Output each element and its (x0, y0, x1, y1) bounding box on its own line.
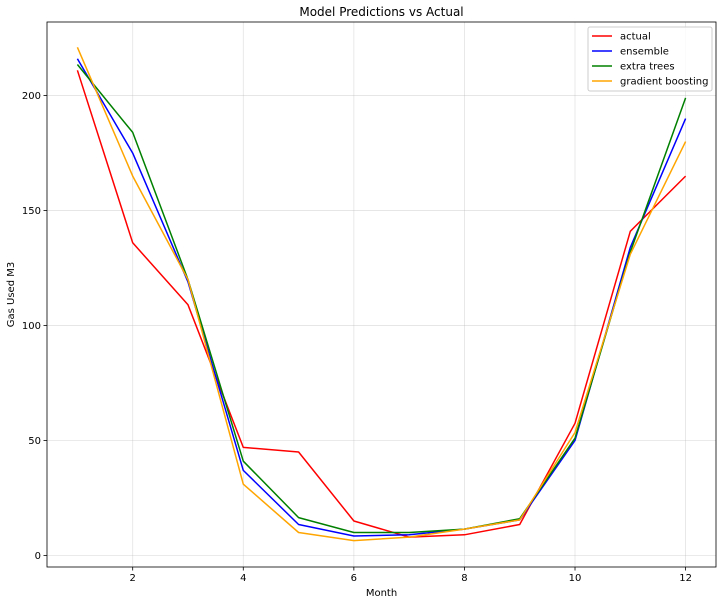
grid-lines (47, 22, 716, 567)
legend-label: gradient boosting (620, 77, 708, 88)
x-tick-label: 4 (240, 573, 246, 584)
plot-frame (46, 21, 717, 568)
series-lines (76, 47, 687, 542)
series-line-ensemble (76, 58, 687, 537)
series-line-extra-trees (76, 64, 687, 534)
x-tick-label: 10 (569, 573, 582, 584)
chart-title: Model Predictions vs Actual (299, 5, 463, 19)
y-tick-label: 100 (22, 321, 41, 332)
x-tick-label: 8 (461, 573, 467, 584)
legend: actual ensemble extra trees gradient boosti… (587, 26, 713, 92)
y-tick-label: 0 (35, 551, 41, 562)
x-tick-label: 12 (679, 573, 692, 584)
y-tick-label: 150 (22, 206, 41, 217)
y-axis-title: Gas Used M3 (6, 262, 17, 327)
legend-box (587, 26, 713, 92)
axis-ticks: 2 4 6 8 10 12 0 50 100 150 200 (22, 91, 692, 584)
y-tick-label: 200 (22, 91, 41, 102)
x-tick-label: 6 (351, 573, 357, 584)
series-line-gradient-boosting (76, 47, 687, 542)
x-axis-title: Month (366, 588, 397, 599)
x-tick-label: 2 (130, 573, 136, 584)
y-tick-label: 50 (28, 436, 41, 447)
legend-label: extra trees (620, 62, 675, 73)
legend-label: ensemble (620, 47, 669, 58)
series-line-actual (76, 70, 687, 538)
legend-label: actual (620, 32, 651, 43)
